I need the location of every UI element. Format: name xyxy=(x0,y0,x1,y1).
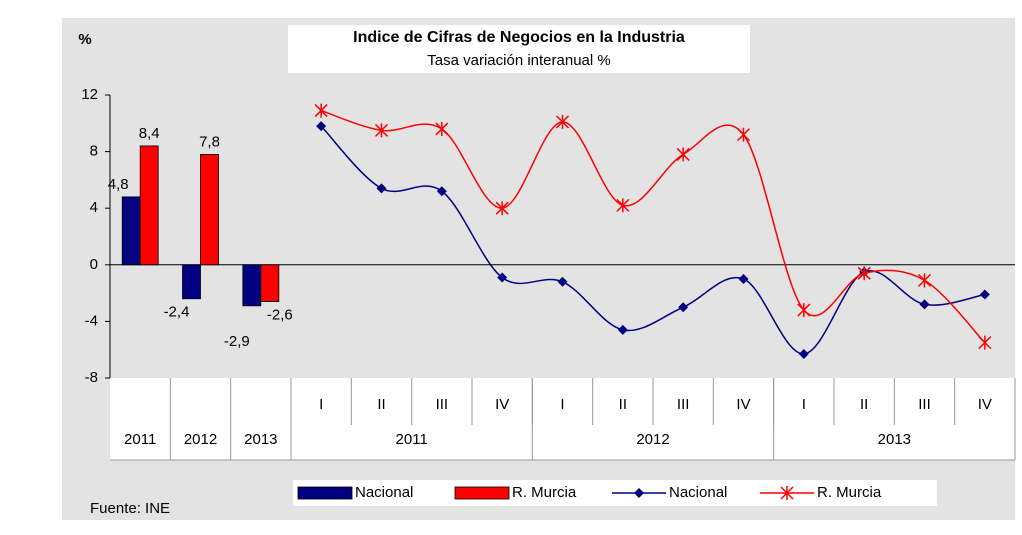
y-tick-label: 0 xyxy=(90,256,98,273)
line-marker xyxy=(314,103,328,118)
line-marker xyxy=(497,272,508,283)
x-tick-label: II xyxy=(860,396,868,413)
y-tick-label: -4 xyxy=(85,312,98,329)
legend-marker xyxy=(634,488,644,498)
value-label: -2,9 xyxy=(224,333,250,350)
legend-label: Nacional xyxy=(669,484,727,501)
line-marker xyxy=(979,289,990,300)
group-label: 2012 xyxy=(636,431,669,448)
y-tick-label: 4 xyxy=(90,199,98,216)
x-tick-label: I xyxy=(319,396,323,413)
line-marker xyxy=(555,114,570,129)
x-tick-label: III xyxy=(677,396,690,413)
x-tick-label: IV xyxy=(495,396,509,413)
bar xyxy=(121,196,141,266)
group-label: 2013 xyxy=(878,431,911,448)
value-label: -2,4 xyxy=(164,304,190,321)
x-tick-label: 2012 xyxy=(184,431,217,448)
bar xyxy=(182,264,201,300)
line-marker xyxy=(374,123,389,138)
x-tick-label: III xyxy=(918,396,931,413)
line-marker xyxy=(736,127,751,142)
x-tick-label: 2013 xyxy=(244,431,277,448)
line-marker xyxy=(978,335,992,350)
chart-title: Indice de Cifras de Negocios en la Indus… xyxy=(353,29,685,46)
bar xyxy=(260,264,280,302)
value-label: -2,6 xyxy=(267,307,293,324)
line-marker xyxy=(857,266,871,281)
title-box xyxy=(288,25,750,73)
category-axis-area xyxy=(110,378,1015,460)
x-tick-label: I xyxy=(802,396,806,413)
legend-label: R. Murcia xyxy=(817,484,882,501)
line-marker xyxy=(617,324,628,335)
line-marker xyxy=(797,303,811,318)
legend-label: R. Murcia xyxy=(512,484,577,501)
x-tick-label: I xyxy=(560,396,564,413)
line-marker xyxy=(738,273,749,284)
line-marker xyxy=(678,302,689,313)
x-tick-label: 2011 xyxy=(124,431,156,448)
line-marker xyxy=(676,147,690,162)
y-tick-label: 8 xyxy=(90,143,98,160)
legend-swatch xyxy=(297,486,353,500)
x-tick-label: IV xyxy=(978,396,992,413)
legend-marker xyxy=(780,486,794,500)
x-tick-label: II xyxy=(377,396,385,413)
x-tick-label: III xyxy=(436,396,449,413)
source: Fuente: INE xyxy=(90,500,170,517)
x-tick-label: II xyxy=(619,396,627,413)
line-marker xyxy=(316,121,327,132)
value-label: 8,4 xyxy=(139,125,160,142)
bar xyxy=(139,145,159,266)
value-label: 4,8 xyxy=(108,176,129,193)
line-marker xyxy=(435,121,449,136)
line-marker xyxy=(436,186,447,197)
group-label: 2011 xyxy=(396,431,428,448)
line-marker xyxy=(616,198,630,213)
value-label: 7,8 xyxy=(199,133,220,150)
line-marker xyxy=(495,201,509,216)
line-marker xyxy=(919,299,930,310)
legend-swatch xyxy=(454,486,510,500)
y-axis-label: % xyxy=(78,31,91,48)
legend-label: Nacional xyxy=(355,484,413,501)
x-tick-label: IV xyxy=(736,396,750,413)
line-marker xyxy=(376,183,387,194)
line-marker xyxy=(798,348,809,359)
bar xyxy=(200,154,219,266)
y-tick-label: -8 xyxy=(85,369,98,386)
chart-subtitle: Tasa variación interanual % xyxy=(427,52,610,69)
y-tick-label: 12 xyxy=(81,86,98,103)
line-marker xyxy=(917,273,932,288)
bar xyxy=(242,264,262,307)
line-marker xyxy=(557,276,568,287)
